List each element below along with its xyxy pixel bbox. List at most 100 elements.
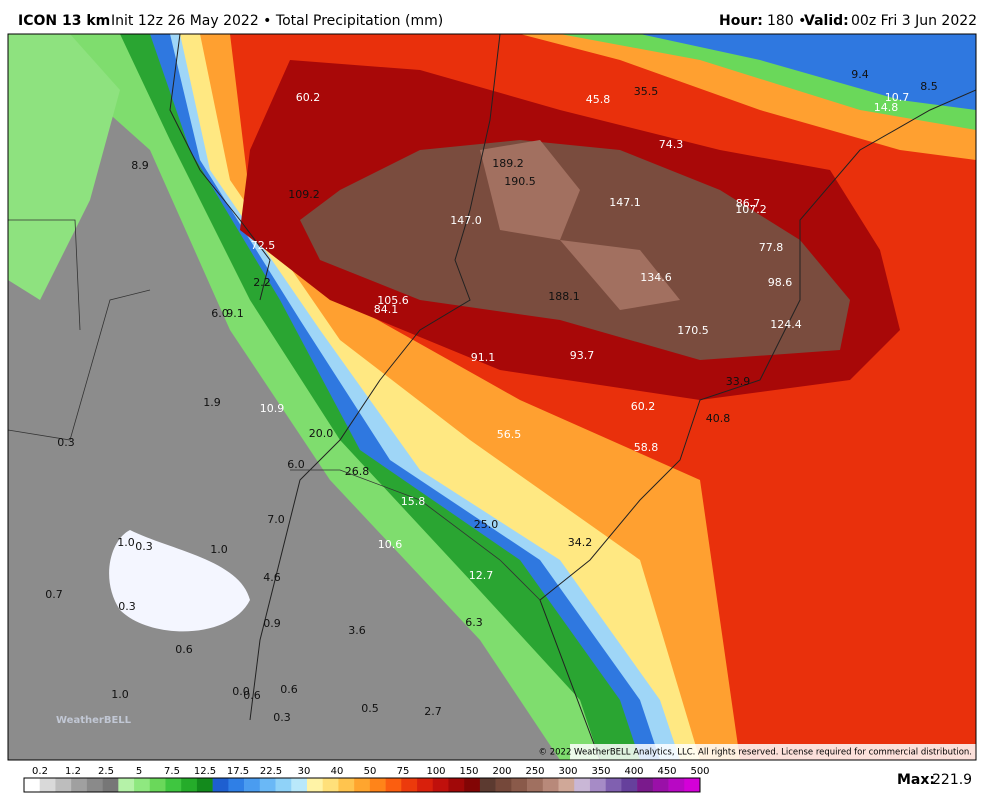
colorbar-label: 2.5 [98,766,114,777]
colorbar: 0.2 1.2 2.5 5 7.5 12.5 17.5 22.5 30 40 50 75 100 150 2… [23,766,710,793]
colorbar-label: 22.5 [260,766,282,777]
colorbar-label: 300 [558,766,577,777]
colorbar-swatch [86,778,103,792]
point-value: 0.7 [45,588,63,601]
point-value: 0.5 [361,702,379,715]
point-value: 0.0 [232,685,250,698]
map-frame [7,33,977,761]
point-value: 189.2 [492,157,524,170]
point-value: 147.0 [450,214,482,227]
colorbar-swatch [149,778,166,792]
colorbar-label: 150 [459,766,478,777]
point-value: 77.8 [759,241,784,254]
colorbar-swatch [369,778,386,792]
band [480,140,680,310]
colorbar-label: 75 [397,766,410,777]
point-value: 26.8 [345,465,370,478]
colorbar-swatch [71,778,88,792]
point-value: 0.6 [175,643,193,656]
point-value: 20.0 [309,427,334,440]
point-value: 6.0 [287,458,305,471]
point-value: 10.6 [378,538,403,551]
point-value: 45.8 [586,93,611,106]
point-value: 0.3 [273,711,291,724]
colorbar-swatch [385,778,402,792]
point-value: 60.2 [631,400,656,413]
colorbar-swatch [306,778,323,792]
hour-value: 180 • [767,13,806,29]
colorbar-swatch [165,778,182,792]
border-line [8,219,541,601]
colorbar-swatch [637,778,654,792]
colorbar-label: 40 [331,766,344,777]
colorbar-swatch [118,778,135,792]
point-value: 3.6 [348,624,366,637]
point-value: 1.0 [111,688,129,701]
colorbar-swatch [448,778,465,792]
point-value: 60.2 [296,91,321,104]
colorbar-swatch [322,778,339,792]
point-value: 1.9 [203,396,221,409]
point-value: 4.6 [263,571,281,584]
point-value: 33.9 [726,375,751,388]
point-value: 9.4 [851,68,869,81]
colorbar-swatch [259,778,276,792]
colorbar-swatch [574,778,591,792]
colorbar-label: 7.5 [164,766,180,777]
point-value: 147.1 [609,196,641,209]
colorbar-swatch [527,778,544,792]
colorbar-label: 17.5 [227,766,249,777]
point-values: 60.2 45.8 35.5 9.4 10.7 8.5 14.8 74.3 8.9 189.2 19… [45,68,938,724]
point-value: 40.8 [706,412,731,425]
colorbar-swatch [621,778,638,792]
point-value: 0.3 [135,540,153,553]
colorbar-swatch [275,778,292,792]
colorbar-swatch [181,778,198,792]
point-value: 107.2 [735,203,767,216]
point-value: 8.5 [920,80,938,93]
point-value: 58.8 [634,441,659,454]
point-value: 34.2 [568,536,593,549]
point-value: 0.3 [118,600,136,613]
point-value: 2.2 [253,276,271,289]
max-label: Max: [897,772,935,788]
copyright: © 2022 WeatherBELL Analytics, LLC. All r… [539,748,972,758]
colorbar-swatch [652,778,669,792]
point-value: 170.5 [677,324,709,337]
colorbar-swatch [401,778,418,792]
colorbar-swatch [417,778,434,792]
colorbar-swatch [495,778,512,792]
point-value: 0.9 [263,617,281,630]
model-name: ICON 13 km [18,13,110,29]
point-value: 105.6 [377,294,409,307]
band [640,34,976,110]
colorbar-swatch [668,778,685,792]
border-line [169,34,976,760]
colorbar-label: 500 [690,766,709,777]
colorbar-label: 12.5 [194,766,216,777]
colorbar-label: 50 [364,766,377,777]
point-value: 7.0 [267,513,285,526]
point-value: 35.5 [634,85,659,98]
colorbar-swatch [338,778,355,792]
point-value: 72.5 [251,239,276,252]
watermark: WeatherBELL [56,715,132,726]
point-value: 0.6 [280,683,298,696]
map: 60.2 45.8 35.5 9.4 10.7 8.5 14.8 74.3 8.9 189.2 19… [8,34,976,760]
point-value: 8.9 [131,159,149,172]
colorbar-swatch [196,778,213,792]
point-value: 190.5 [504,175,536,188]
colorbar-swatch [464,778,481,792]
point-value: 109.2 [288,188,320,201]
point-value: 74.3 [659,138,684,151]
colorbar-label: 200 [492,766,511,777]
colorbar-label: 250 [525,766,544,777]
point-value: 188.1 [548,290,580,303]
point-value: 25.0 [474,518,499,531]
copyright-box [570,744,976,760]
point-value: 14.8 [874,101,899,114]
colorbar-label: 350 [591,766,610,777]
colorbar-swatch [39,778,56,792]
point-value: 9.1 [226,307,244,320]
point-value: 93.7 [570,349,595,362]
